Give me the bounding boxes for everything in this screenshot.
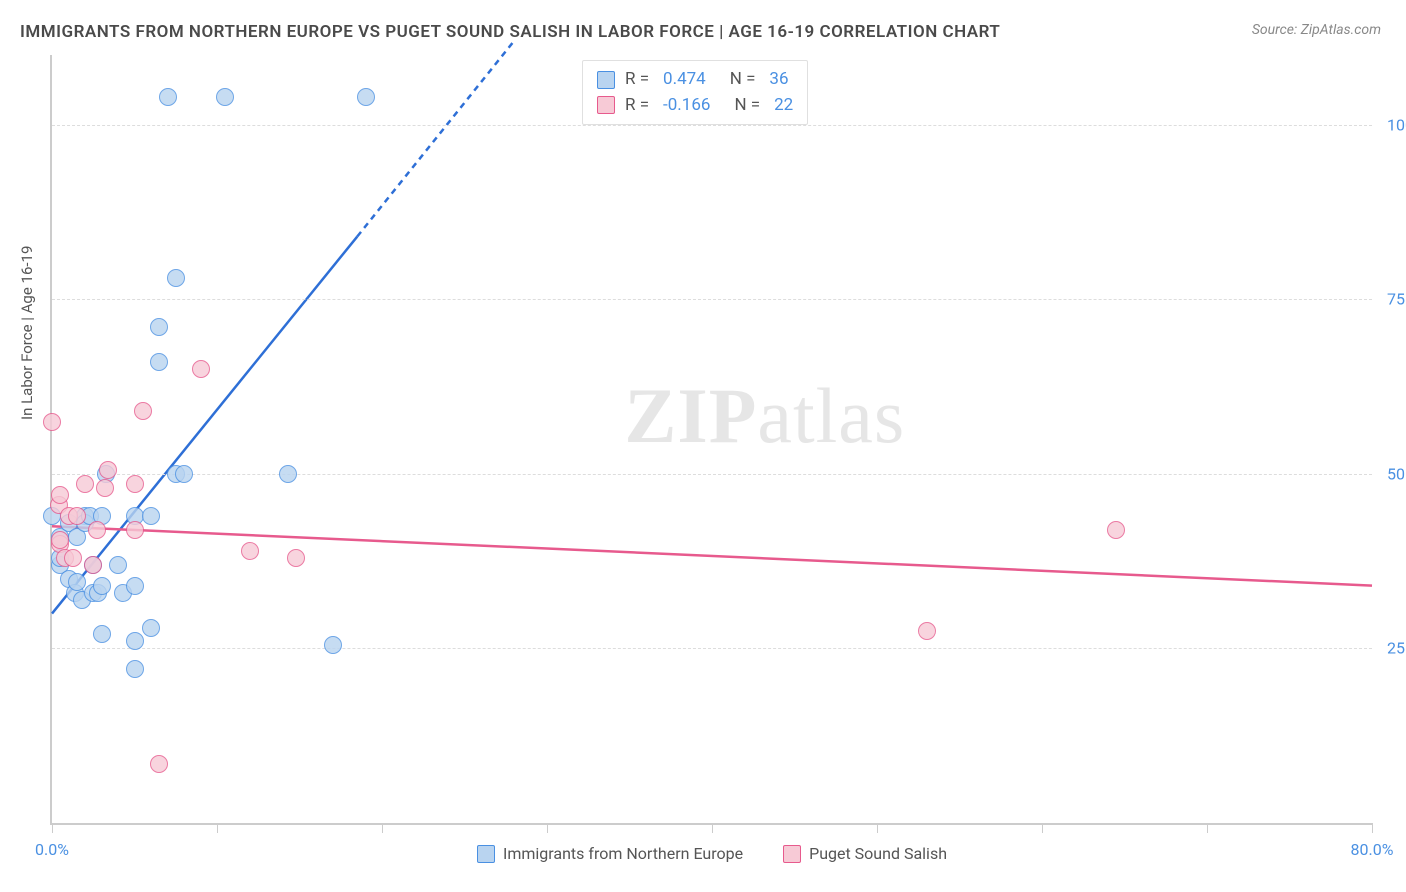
gridline	[52, 299, 1372, 300]
scatter-point	[150, 755, 168, 773]
legend-r-label: R =	[625, 67, 649, 93]
x-tick	[712, 823, 713, 833]
x-tick	[1207, 823, 1208, 833]
legend-row-pink: R = -0.166 N = 22	[597, 93, 793, 119]
swatch-blue	[597, 71, 615, 89]
gridline	[52, 648, 1372, 649]
scatter-point	[68, 573, 86, 591]
swatch-blue	[477, 845, 495, 863]
scatter-point	[167, 269, 185, 287]
scatter-point	[357, 88, 375, 106]
legend-r-pink: -0.166	[663, 93, 710, 119]
legend-n-blue: 36	[769, 67, 788, 93]
correlation-legend: R = 0.474 N = 36 R = -0.166 N = 22	[582, 60, 808, 125]
scatter-point	[84, 556, 102, 574]
scatter-point	[99, 461, 117, 479]
legend-r-label: R =	[625, 93, 649, 119]
scatter-point	[287, 549, 305, 567]
x-tick-label: 80.0%	[1351, 840, 1394, 859]
y-tick-label: 25.0%	[1387, 639, 1406, 658]
legend-n-label: N =	[730, 67, 756, 93]
scatter-point	[109, 556, 127, 574]
legend-n-pink: 22	[774, 93, 793, 119]
scatter-point	[76, 475, 94, 493]
scatter-point	[51, 531, 69, 549]
scatter-point	[126, 632, 144, 650]
swatch-pink	[783, 845, 801, 863]
chart-title: IMMIGRANTS FROM NORTHERN EUROPE VS PUGET…	[20, 22, 1000, 42]
scatter-point	[1107, 521, 1125, 539]
scatter-point	[64, 549, 82, 567]
scatter-point	[134, 402, 152, 420]
gridline	[52, 474, 1372, 475]
scatter-point	[126, 577, 144, 595]
x-tick	[1372, 823, 1373, 833]
scatter-point	[150, 318, 168, 336]
x-tick	[217, 823, 218, 833]
scatter-point	[43, 413, 61, 431]
scatter-point	[216, 88, 234, 106]
x-tick	[52, 823, 53, 833]
scatter-point	[96, 479, 114, 497]
legend-row-blue: R = 0.474 N = 36	[597, 67, 793, 93]
scatter-point	[324, 636, 342, 654]
scatter-point	[93, 625, 111, 643]
x-tick-label: 0.0%	[35, 840, 69, 859]
trendlines-layer	[52, 55, 1372, 823]
legend-r-blue: 0.474	[663, 67, 706, 93]
x-tick	[382, 823, 383, 833]
scatter-point	[93, 577, 111, 595]
legend-item-pink: Puget Sound Salish	[783, 844, 947, 863]
scatter-point	[241, 542, 259, 560]
scatter-point	[150, 353, 168, 371]
gridline	[52, 125, 1372, 126]
scatter-point	[142, 619, 160, 637]
series-legend: Immigrants from Northern Europe Puget So…	[52, 844, 1372, 863]
swatch-pink	[597, 96, 615, 114]
scatter-point	[159, 88, 177, 106]
scatter-point	[126, 475, 144, 493]
legend-n-label: N =	[734, 93, 760, 119]
scatter-point	[51, 486, 69, 504]
y-tick-label: 50.0%	[1387, 464, 1406, 483]
y-axis-label: In Labor Force | Age 16-19	[18, 246, 36, 420]
scatter-point	[279, 465, 297, 483]
legend-label-pink: Puget Sound Salish	[809, 844, 947, 863]
scatter-point	[192, 360, 210, 378]
y-tick-label: 100.0%	[1387, 115, 1406, 134]
y-tick-label: 75.0%	[1387, 290, 1406, 309]
scatter-point	[68, 507, 86, 525]
x-tick	[1042, 823, 1043, 833]
scatter-point	[88, 521, 106, 539]
trendline-extrapolation	[357, 41, 514, 236]
legend-item-blue: Immigrants from Northern Europe	[477, 844, 743, 863]
scatter-chart: ZIPatlas R = 0.474 N = 36 R = -0.166 N =…	[50, 55, 1372, 825]
x-tick	[877, 823, 878, 833]
source-attribution: Source: ZipAtlas.com	[1252, 22, 1381, 38]
scatter-point	[126, 660, 144, 678]
scatter-point	[918, 622, 936, 640]
scatter-point	[175, 465, 193, 483]
x-tick	[547, 823, 548, 833]
scatter-point	[142, 507, 160, 525]
scatter-point	[126, 521, 144, 539]
legend-label-blue: Immigrants from Northern Europe	[503, 844, 743, 863]
